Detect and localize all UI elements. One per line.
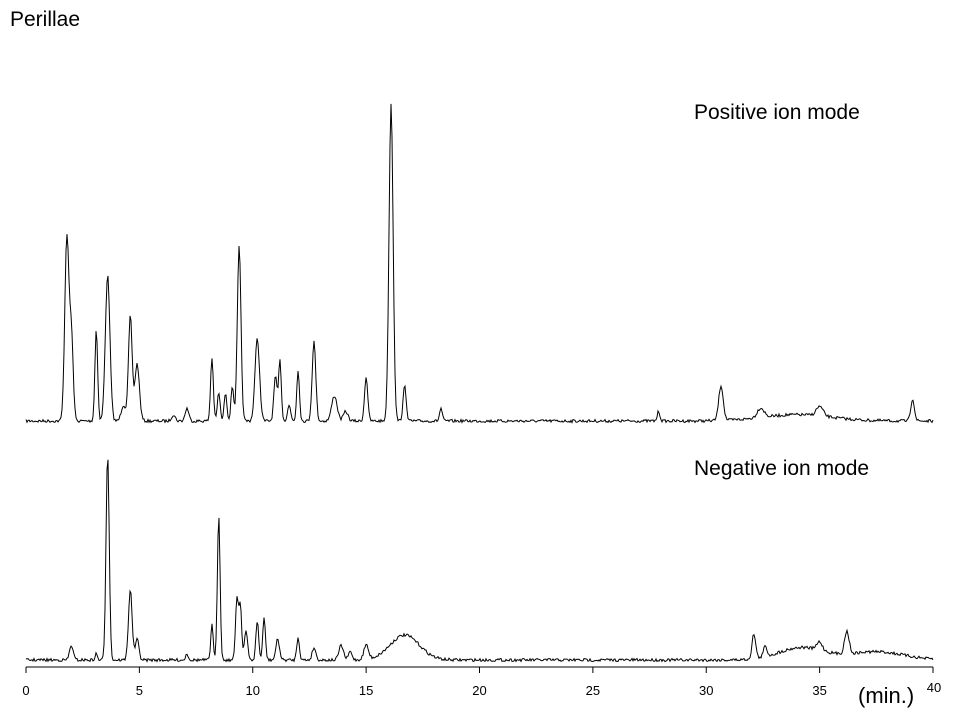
positive-peak-marker — [95, 328, 97, 330]
negative-peak-marker — [218, 514, 220, 516]
negative-peak-marker — [107, 452, 109, 454]
positive-series-label: Positive ion mode — [694, 101, 860, 124]
x-tick-label: 25 — [586, 683, 600, 698]
x-tick-label: 10 — [246, 683, 260, 698]
negative-peak-marker — [846, 636, 848, 638]
x-tick-label: 5 — [136, 683, 143, 698]
negative-series-label: Negative ion mode — [694, 457, 870, 480]
positive-peak-marker — [297, 369, 299, 371]
positive-peak-marker — [760, 410, 762, 412]
x-tick-label: 0 — [22, 683, 29, 698]
x-tick-label: 30 — [699, 683, 713, 698]
x-tick-label: 20 — [472, 683, 486, 698]
negative-peak-marker — [819, 651, 821, 653]
negative-ion-trace — [25, 459, 934, 663]
x-tick-label: 35 — [812, 683, 826, 698]
chart-title: Perillae — [10, 8, 81, 31]
negative-peak-marker — [211, 622, 213, 624]
positive-peak-marker — [211, 357, 213, 359]
negative-peak-marker — [256, 620, 258, 622]
positive-peak-marker — [819, 410, 821, 412]
x-axis-label: (min.) — [858, 683, 915, 708]
negative-peak-marker — [764, 649, 766, 651]
positive-peak-marker — [225, 391, 227, 393]
x-tick-label: 15 — [359, 683, 373, 698]
x-tick-label: 40 — [927, 680, 941, 695]
positive-ion-trace — [25, 103, 934, 424]
positive-peak-marker — [333, 395, 335, 397]
positive-peak-marker — [365, 376, 367, 378]
